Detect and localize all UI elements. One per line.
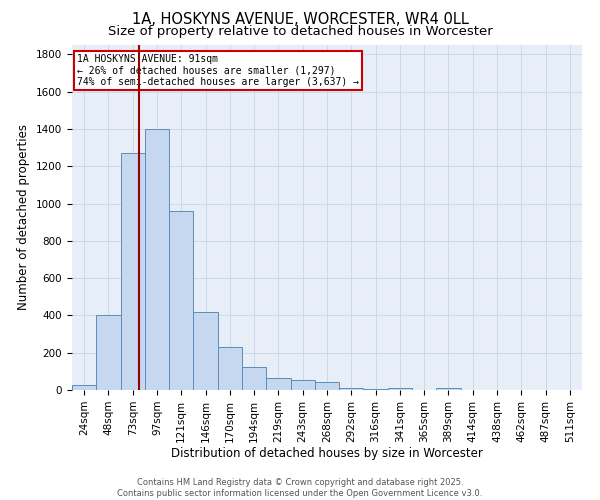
Bar xyxy=(290,380,315,390)
Bar xyxy=(121,153,145,390)
Text: 1A, HOSKYNS AVENUE, WORCESTER, WR4 0LL: 1A, HOSKYNS AVENUE, WORCESTER, WR4 0LL xyxy=(131,12,469,28)
Bar xyxy=(242,366,266,390)
Bar xyxy=(145,129,169,390)
Y-axis label: Number of detached properties: Number of detached properties xyxy=(17,124,31,310)
Text: Contains HM Land Registry data © Crown copyright and database right 2025.
Contai: Contains HM Land Registry data © Crown c… xyxy=(118,478,482,498)
Bar xyxy=(266,378,290,390)
Bar xyxy=(96,316,121,390)
Bar xyxy=(315,382,339,390)
Bar xyxy=(193,312,218,390)
Text: 1A HOSKYNS AVENUE: 91sqm
← 26% of detached houses are smaller (1,297)
74% of sem: 1A HOSKYNS AVENUE: 91sqm ← 26% of detach… xyxy=(77,54,359,87)
X-axis label: Distribution of detached houses by size in Worcester: Distribution of detached houses by size … xyxy=(171,448,483,460)
Bar xyxy=(388,388,412,390)
Bar xyxy=(169,211,193,390)
Bar xyxy=(364,389,388,390)
Bar xyxy=(218,347,242,390)
Bar xyxy=(339,388,364,390)
Bar xyxy=(436,388,461,390)
Text: Size of property relative to detached houses in Worcester: Size of property relative to detached ho… xyxy=(107,25,493,38)
Bar xyxy=(72,386,96,390)
